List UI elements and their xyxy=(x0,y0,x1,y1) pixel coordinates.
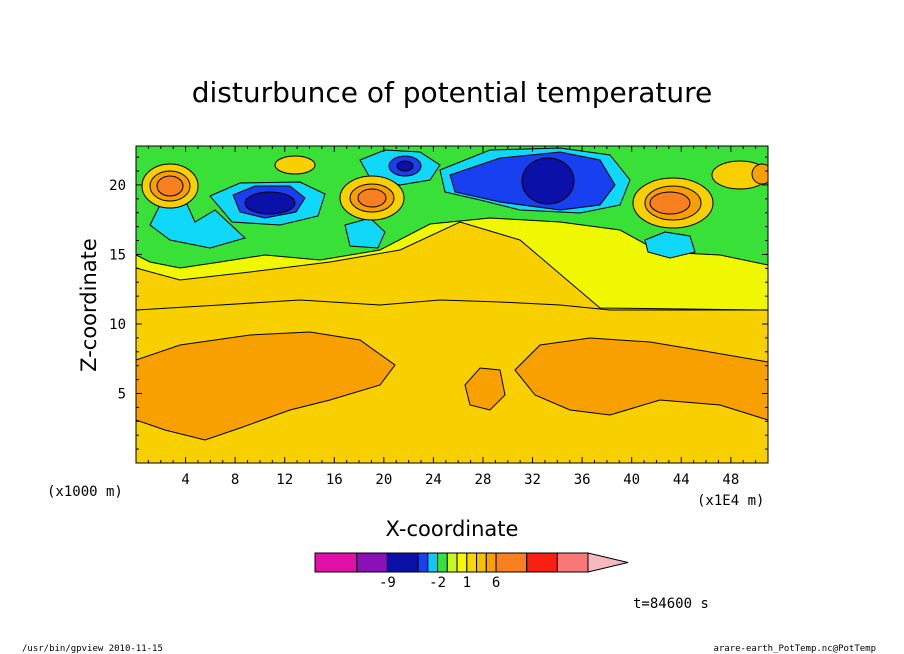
x-tick-label: 16 xyxy=(326,472,343,488)
footer-left: /usr/bin/gpview 2010-11-15 xyxy=(22,644,163,654)
plot-frame xyxy=(135,145,769,464)
time-label: t=84600 s xyxy=(633,596,709,612)
region-warm-cell-right xyxy=(649,191,691,215)
colorbar-segment xyxy=(466,552,478,573)
colorbar-segment xyxy=(356,552,388,573)
region-core-left xyxy=(244,191,296,215)
colorbar-segment xyxy=(386,552,419,573)
footer-right: arare-earth_PotTemp.nc@PotTemp xyxy=(713,644,876,654)
chart-title: disturbunce of potential temperature xyxy=(192,76,713,109)
colorbar-label: -9 xyxy=(379,575,396,591)
region-core-top xyxy=(396,160,414,172)
colorbar-segment xyxy=(456,552,468,573)
colorbar-segment xyxy=(427,552,439,573)
x-tick-label: 40 xyxy=(623,472,640,488)
colorbar-segment xyxy=(446,552,458,573)
x-tick-label: 32 xyxy=(524,472,541,488)
x-axis-label: X-coordinate xyxy=(386,517,519,541)
region-core-min xyxy=(521,157,575,205)
colorbar-segment xyxy=(476,552,487,573)
region-lower-left-warm xyxy=(136,331,396,441)
y-tick-label: 20 xyxy=(109,178,126,194)
region-cyan-left xyxy=(149,199,246,249)
region-warm-small-top xyxy=(274,155,316,175)
plot-area xyxy=(136,146,768,463)
region-warm-cell-left xyxy=(156,175,184,197)
region-cyan-bottom-right xyxy=(644,231,696,259)
contour-line xyxy=(136,299,768,311)
x-tick-label: 8 xyxy=(231,472,239,488)
colorbar: -9 -2 1 6 xyxy=(314,552,629,591)
x-tick-label: 4 xyxy=(181,472,189,488)
colorbar-label: 6 xyxy=(492,575,500,591)
colorbar-segment xyxy=(556,552,589,573)
x-tick-label: 36 xyxy=(574,472,591,488)
x-unit-left: (x1000 m) xyxy=(47,484,123,500)
y-axis: 5 10 15 20 xyxy=(109,156,768,450)
x-tick-label: 24 xyxy=(425,472,442,488)
x-unit-right: (x1E4 m) xyxy=(697,493,764,509)
region-small-warm xyxy=(464,367,506,411)
colorbar-segment xyxy=(437,552,448,573)
y-tick-label: 15 xyxy=(109,247,126,263)
colorbar-segment xyxy=(314,552,358,573)
region-warm-cell-mid xyxy=(357,188,387,208)
colorbar-segment xyxy=(485,552,497,573)
region-lower-right-warm xyxy=(514,337,768,421)
region-warm-top-right-inner xyxy=(751,163,768,185)
x-tick-label: 44 xyxy=(673,472,690,488)
x-axis: 4 8 12 16 20 24 28 32 36 40 44 48 xyxy=(147,146,757,488)
x-tick-label: 48 xyxy=(722,472,739,488)
x-tick-label: 28 xyxy=(475,472,492,488)
colorbar-label: -2 xyxy=(429,575,446,591)
colorbar-segment xyxy=(495,552,528,573)
y-tick-label: 5 xyxy=(118,386,126,402)
y-tick-label: 10 xyxy=(109,317,126,333)
colorbar-label: 1 xyxy=(463,575,471,591)
x-tick-label: 12 xyxy=(276,472,293,488)
colorbar-segment xyxy=(526,552,558,573)
colorbar-segment xyxy=(417,552,429,573)
colorbar-arrow xyxy=(587,552,629,573)
x-tick-label: 20 xyxy=(375,472,392,488)
y-axis-label: Z-coordinate xyxy=(77,238,101,372)
